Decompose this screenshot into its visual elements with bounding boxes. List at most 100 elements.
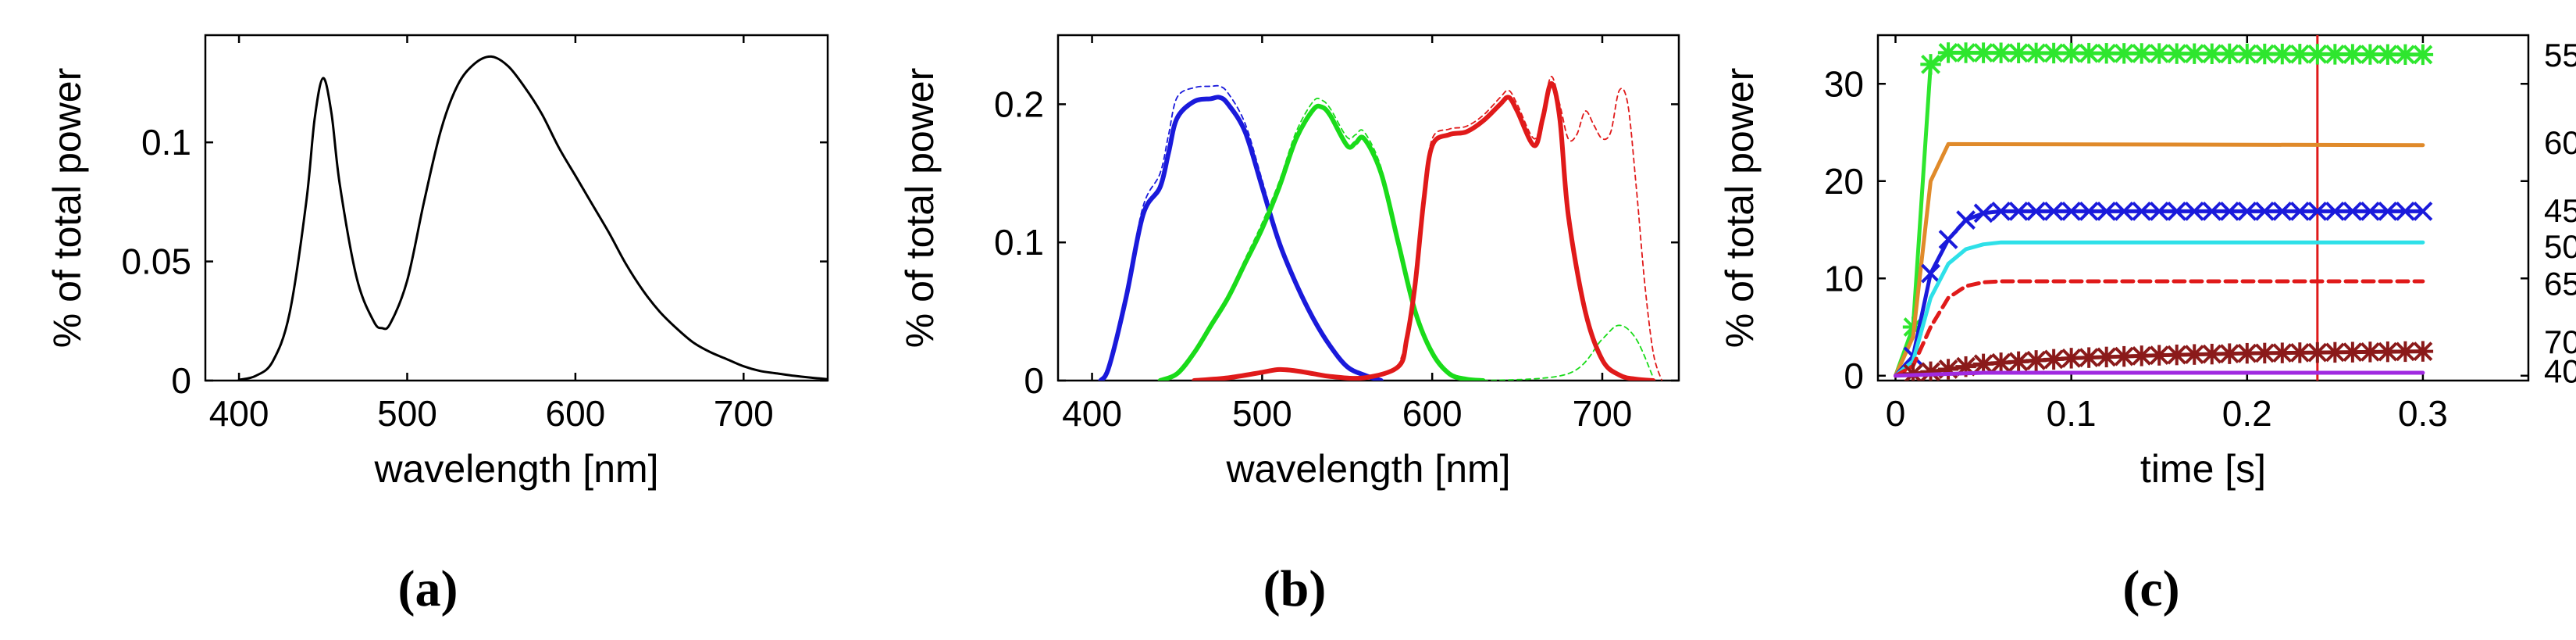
plot-area	[1894, 35, 2434, 381]
marker-star	[1990, 352, 2011, 374]
marker-asterisk	[2113, 43, 2135, 64]
marker-x	[2219, 201, 2239, 221]
marker-asterisk	[2412, 44, 2434, 66]
marker-x	[2343, 201, 2363, 221]
x-tick-label: 0.2	[2222, 393, 2272, 434]
plot-area	[1098, 76, 1663, 381]
marker-x	[1956, 210, 1976, 230]
marker-star	[2061, 348, 2082, 369]
marker-x	[2254, 201, 2275, 221]
marker-star	[2201, 343, 2222, 365]
marker-star	[2131, 345, 2152, 366]
marker-star	[2395, 341, 2416, 363]
marker-x	[2132, 201, 2152, 221]
x-tick-label: 700	[1573, 393, 1633, 434]
y-tick-label: 0	[1844, 356, 1864, 396]
x-tick-label: 500	[377, 393, 437, 434]
marker-x	[2008, 201, 2029, 221]
panel-label: (c)	[2122, 560, 2179, 617]
series-end-label: 600 nm	[2544, 124, 2576, 161]
y-tick-label: 0	[171, 360, 191, 401]
marker-asterisk	[2061, 42, 2082, 64]
marker-star	[2325, 341, 2346, 363]
marker-x	[1938, 230, 1958, 249]
marker-x	[2043, 201, 2064, 221]
marker-asterisk	[2307, 44, 2328, 65]
series-end-label: 500 nm	[2544, 228, 2576, 265]
marker-star	[2219, 343, 2240, 364]
axes-frame	[204, 34, 829, 382]
marker-x	[2079, 201, 2099, 221]
marker-star	[2149, 345, 2170, 366]
marker-asterisk	[2271, 43, 2293, 65]
marker-x	[2378, 201, 2398, 221]
marker-asterisk	[2377, 44, 2399, 65]
x-axis-label: wavelength [nm]	[373, 447, 658, 491]
marker-star	[2026, 350, 2047, 371]
marker-star	[2008, 351, 2029, 373]
series-line-blue	[1098, 95, 1384, 381]
series-line-green-reference-	[1159, 97, 1655, 381]
marker-asterisk	[1955, 42, 1976, 63]
marker-asterisk	[2166, 43, 2187, 64]
marker-star	[2096, 346, 2117, 368]
series-line-red	[1192, 80, 1656, 381]
x-tick-label: 400	[209, 393, 269, 434]
marker-star	[2043, 349, 2065, 370]
marker-asterisk	[1972, 42, 1994, 63]
marker-star	[2078, 347, 2100, 368]
marker-asterisk	[2236, 43, 2257, 65]
series-end-label: 650 nm	[2544, 265, 2576, 302]
series-line-blue-reference-	[1099, 84, 1382, 381]
x-tick-label: 500	[1232, 393, 1292, 434]
axes-frame	[1876, 34, 2530, 382]
marker-x	[2360, 201, 2380, 221]
marker-asterisk	[2026, 42, 2047, 64]
series-line-white-led-spectrum	[237, 55, 828, 381]
marker-asterisk	[2289, 44, 2311, 65]
marker-asterisk	[2078, 42, 2100, 64]
marker-asterisk	[2131, 43, 2152, 64]
marker-x	[2184, 201, 2204, 221]
marker-star	[2377, 341, 2399, 363]
marker-x	[2097, 201, 2117, 221]
y-tick-label: 10	[1824, 258, 1864, 299]
marker-x	[1991, 201, 2011, 221]
marker-asterisk	[1937, 42, 1959, 63]
marker-star	[2342, 341, 2364, 363]
y-axis-label: % of total power	[1718, 68, 1762, 349]
y-tick-label: 0.1	[994, 222, 1044, 263]
marker-asterisk	[2219, 43, 2240, 65]
marker-asterisk	[2201, 43, 2222, 64]
series-end-label: 400 nm	[2544, 353, 2576, 390]
y-tick-label: 0.05	[121, 241, 191, 282]
marker-asterisk	[2360, 44, 2381, 65]
chart-panel-a: 400 500 600 700 0 0.05 0.1 wavelength [nm] % of …	[45, 34, 829, 617]
series-line-550-nm	[1894, 50, 2425, 378]
series-line-green	[1157, 103, 1486, 381]
marker-star	[2412, 341, 2434, 362]
y-tick-label: 0	[1024, 360, 1044, 401]
marker-star	[2307, 341, 2328, 363]
y-tick-label: 20	[1824, 161, 1864, 202]
series-line-red-reference-	[1397, 76, 1663, 381]
marker-x	[2237, 201, 2257, 221]
x-axis-label: wavelength [nm]	[1225, 447, 1510, 491]
x-tick-label: 0.3	[2398, 393, 2448, 434]
marker-asterisk	[2184, 43, 2205, 64]
marker-x	[2061, 201, 2082, 221]
x-tick-label: 400	[1062, 393, 1122, 434]
axes-frame	[1056, 34, 1680, 382]
marker-x	[2307, 201, 2328, 221]
y-axis-label: % of total power	[898, 68, 942, 349]
marker-star	[1920, 361, 1941, 381]
marker-x	[2167, 201, 2187, 221]
x-axis-label: time [s]	[2140, 447, 2266, 491]
marker-star	[2236, 342, 2257, 364]
series-end-label: 550 nm	[2544, 37, 2576, 73]
marker-asterisk	[2043, 42, 2065, 64]
y-tick-label: 0.1	[141, 122, 191, 163]
y-tick-label: 30	[1824, 63, 1864, 104]
marker-star	[2360, 341, 2381, 363]
